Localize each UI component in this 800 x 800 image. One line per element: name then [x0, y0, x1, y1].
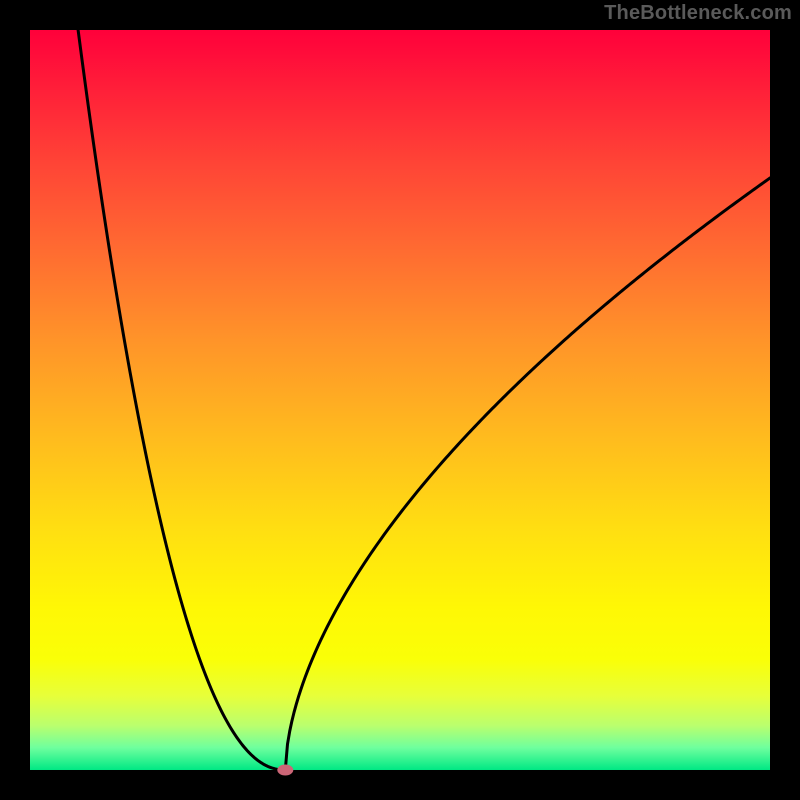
watermark-text: TheBottleneck.com [604, 2, 792, 25]
bottleneck-chart [0, 0, 800, 800]
plot-area [30, 30, 770, 770]
chart-container: { "watermark": { "text": "TheBottleneck.… [0, 0, 800, 800]
min-marker [277, 765, 293, 776]
